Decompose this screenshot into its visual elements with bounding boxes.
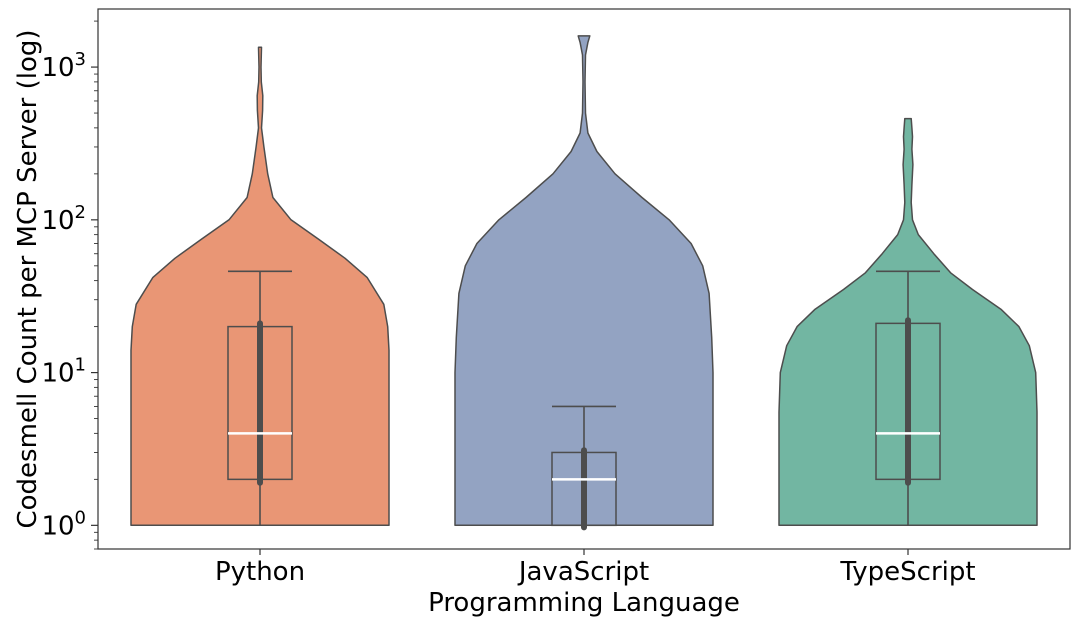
y-tick-label: 102 [41, 202, 86, 236]
x-axis: Python JavaScript TypeScript [215, 549, 976, 587]
y-tick-label: 103 [41, 49, 86, 83]
y-tick-label: 101 [41, 355, 86, 389]
x-axis-title: Programming Language [428, 588, 740, 618]
y-axis-title: Codesmell Count per MCP Server (log) [13, 29, 43, 528]
x-tick-label: Python [215, 557, 305, 587]
violin-javascript [454, 35, 714, 527]
y-tick-label: 100 [41, 507, 86, 541]
y-axis: 100 101 102 103 [41, 20, 98, 550]
x-tick-label: JavaScript [517, 557, 649, 587]
boxes-layer [227, 270, 941, 531]
x-tick-label: TypeScript [839, 557, 975, 587]
